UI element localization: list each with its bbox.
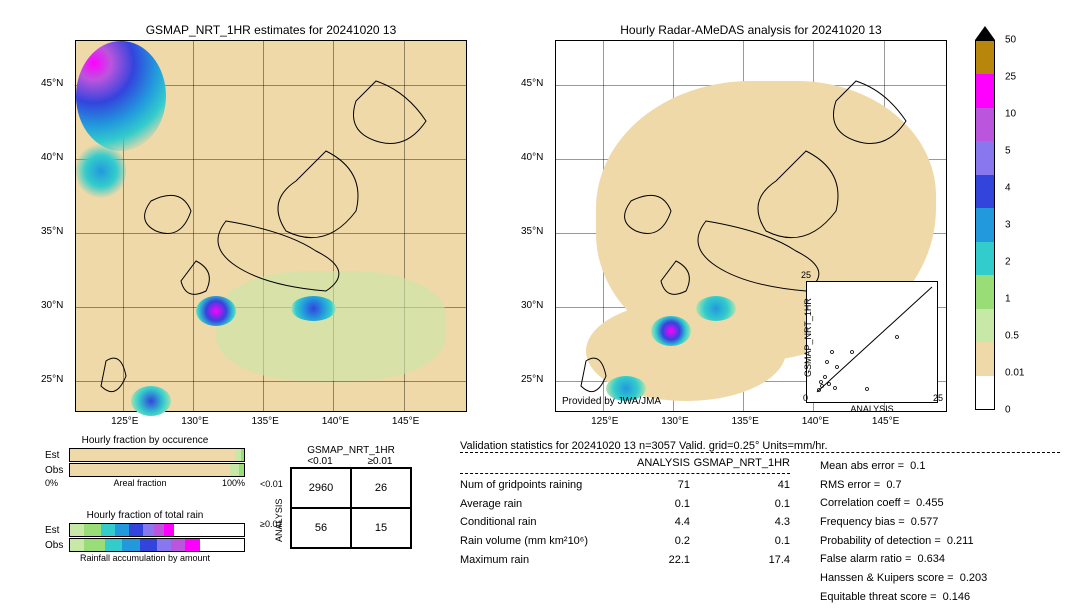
attribution: Provided by JWA/JMA xyxy=(562,396,661,407)
right-map: Hourly Radar-AMeDAS analysis for 2024102… xyxy=(555,40,947,412)
occurrence-bars: Hourly fraction by occurence Est Obs 0% … xyxy=(45,435,245,488)
validation-stats: Validation statistics for 20241020 13 n=… xyxy=(460,440,1060,607)
contingency-table: GSMAP_NRT_1HR <0.01 ≥0.01 ANALYSIS <0.01… xyxy=(290,445,412,549)
left-map: GSMAP_NRT_1HR estimates for 20241020 13 … xyxy=(75,40,467,412)
scatter-inset: ANALYSIS GSMAP_NRT_1HR 25 25 0 xyxy=(806,281,938,403)
left-map-title: GSMAP_NRT_1HR estimates for 20241020 13 xyxy=(76,23,466,37)
total-rain-bars: Hourly fraction of total rain Est Obs Ra… xyxy=(45,510,245,563)
right-map-title: Hourly Radar-AMeDAS analysis for 2024102… xyxy=(556,23,946,37)
colorbar: 502510543210.50.010 xyxy=(975,40,995,410)
